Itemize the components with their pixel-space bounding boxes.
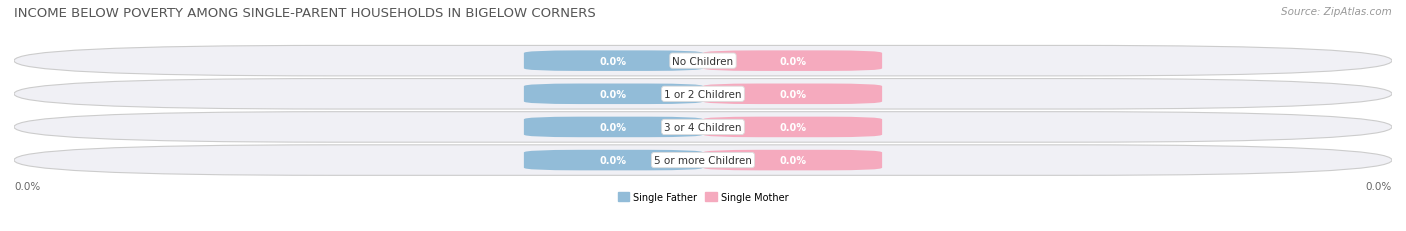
Text: 0.0%: 0.0% <box>600 155 627 165</box>
FancyBboxPatch shape <box>524 51 703 72</box>
Legend: Single Father, Single Mother: Single Father, Single Mother <box>614 188 792 206</box>
FancyBboxPatch shape <box>14 79 1392 109</box>
FancyBboxPatch shape <box>524 84 703 105</box>
FancyBboxPatch shape <box>14 46 1392 76</box>
FancyBboxPatch shape <box>703 84 882 105</box>
FancyBboxPatch shape <box>14 145 1392 176</box>
FancyBboxPatch shape <box>703 117 882 138</box>
Text: 0.0%: 0.0% <box>1365 181 1392 191</box>
Text: 0.0%: 0.0% <box>14 181 41 191</box>
Text: 0.0%: 0.0% <box>600 122 627 132</box>
FancyBboxPatch shape <box>524 150 703 171</box>
Text: 0.0%: 0.0% <box>779 122 806 132</box>
Text: INCOME BELOW POVERTY AMONG SINGLE-PARENT HOUSEHOLDS IN BIGELOW CORNERS: INCOME BELOW POVERTY AMONG SINGLE-PARENT… <box>14 7 596 20</box>
Text: 0.0%: 0.0% <box>600 89 627 99</box>
FancyBboxPatch shape <box>703 51 882 72</box>
Text: No Children: No Children <box>672 56 734 66</box>
Text: 0.0%: 0.0% <box>779 56 806 66</box>
FancyBboxPatch shape <box>524 117 703 138</box>
Text: 5 or more Children: 5 or more Children <box>654 155 752 165</box>
Text: 3 or 4 Children: 3 or 4 Children <box>664 122 742 132</box>
FancyBboxPatch shape <box>14 112 1392 143</box>
Text: 0.0%: 0.0% <box>779 155 806 165</box>
Text: 1 or 2 Children: 1 or 2 Children <box>664 89 742 99</box>
Text: 0.0%: 0.0% <box>779 89 806 99</box>
Text: Source: ZipAtlas.com: Source: ZipAtlas.com <box>1281 7 1392 17</box>
FancyBboxPatch shape <box>703 150 882 171</box>
Text: 0.0%: 0.0% <box>600 56 627 66</box>
